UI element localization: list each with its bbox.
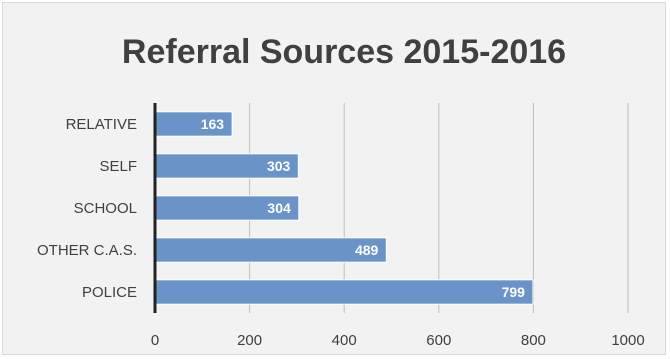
bar (154, 195, 300, 221)
data-label: 304 (267, 200, 291, 216)
category-label: OTHER C.A.S. (37, 242, 137, 259)
gridlines (249, 103, 629, 313)
x-tick-label: 1000 (611, 332, 644, 349)
data-label: 799 (502, 284, 526, 300)
data-label: 163 (201, 116, 225, 132)
x-tick-label: 600 (426, 332, 451, 349)
bar (154, 279, 534, 305)
data-label: 303 (267, 158, 291, 174)
category-label: POLICE (82, 284, 137, 301)
category-label: SCHOOL (74, 200, 137, 217)
x-tick-label: 400 (332, 332, 357, 349)
category-label: SELF (99, 158, 137, 175)
bar (154, 237, 387, 263)
bar (154, 153, 299, 179)
x-tick-label: 200 (237, 332, 262, 349)
x-tick-label: 800 (521, 332, 546, 349)
labels: 0 200 400 600 800 1000 RELATIVE 163 SELF 303 SCHOO… (37, 116, 645, 349)
category-label: RELATIVE (66, 116, 137, 133)
chart-title: Referral Sources 2015-2016 (122, 33, 566, 71)
data-label: 489 (355, 242, 379, 258)
x-tick-label: 0 (151, 332, 159, 349)
